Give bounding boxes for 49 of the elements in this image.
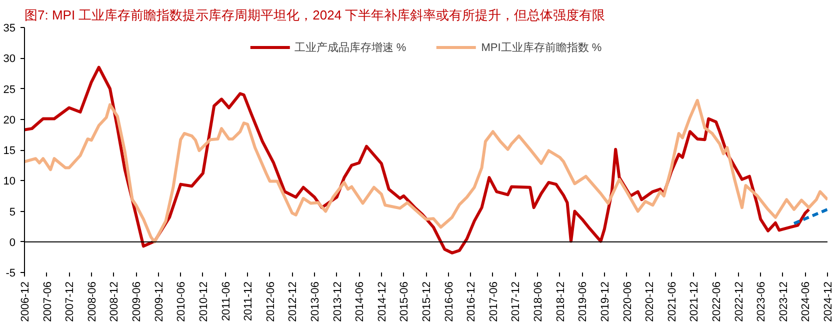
y-tick-label: 15 [3,145,16,157]
legend-label: 工业产成品库存增速 % [294,40,406,54]
x-tick-label: 2018-12 [554,281,567,322]
x-tick-label: 2009-12 [153,281,166,322]
y-tick-label: 0 [9,236,16,249]
x-tick-label: 2013-12 [332,281,344,322]
x-tick-label: 2022-06 [710,281,723,322]
y-tick-label: 10 [3,176,16,188]
x-tick-label: 2011-06 [220,281,232,322]
x-tick-label: 2016-12 [466,281,478,322]
x-tick-label: 2015-06 [398,281,411,322]
y-tick-label: 5 [9,206,16,218]
x-tick-label: 2009-06 [131,281,144,322]
x-tick-label: 2019-06 [577,281,590,322]
x-tick-label: 2008-06 [86,281,98,322]
x-tick-label: 2007-12 [64,281,76,322]
legend-label: MPI工业库存前瞻指数 % [481,40,602,54]
x-tick-label: 2024-06 [800,281,812,322]
x-tick-label: 2014-12 [376,281,388,322]
x-tick-label: 2007-06 [42,281,54,322]
x-tick-label: 2017-06 [488,281,500,322]
x-tick-label: 2021-06 [666,281,678,322]
x-tick-label: 2018-06 [532,281,545,322]
x-tick-label: 2021-12 [688,281,701,322]
x-tick-label: 2015-12 [421,281,433,322]
y-tick-label: 20 [3,114,16,126]
x-tick-label: 2023-06 [756,281,768,322]
x-tick-label: 2020-12 [644,281,656,322]
y-tick-label: -5 [6,268,16,280]
x-tick-label: 2013-06 [309,281,322,322]
x-tick-label: 2006-12 [20,281,32,322]
y-tick-label: 30 [3,53,16,66]
x-tick-label: 2022-12 [733,281,746,322]
x-tick-label: 2012-12 [287,281,300,322]
x-tick-label: 2024-12 [822,281,834,322]
x-tick-label: 2010-12 [198,281,210,322]
x-tick-label: 2020-06 [622,281,634,322]
x-tick-label: 2012-06 [264,281,277,322]
y-tick-label: 25 [3,84,16,96]
y-tick-label: 35 [3,22,16,34]
x-tick-label: 2011-12 [242,281,255,322]
chart-title: 图7: MPI 工业库存前瞻指数提示库存周期平坦化，2024 下半年补库斜率或有所提升，但总体强度有限 [24,8,606,22]
x-tick-label: 2017-12 [510,281,522,322]
x-tick-label: 2023-12 [778,281,790,322]
x-tick-label: 2019-12 [599,281,612,322]
x-tick-label: 2016-06 [443,281,456,322]
x-tick-label: 2008-12 [108,281,121,322]
x-tick-label: 2014-06 [354,281,366,322]
x-tick-label: 2010-06 [176,281,188,322]
